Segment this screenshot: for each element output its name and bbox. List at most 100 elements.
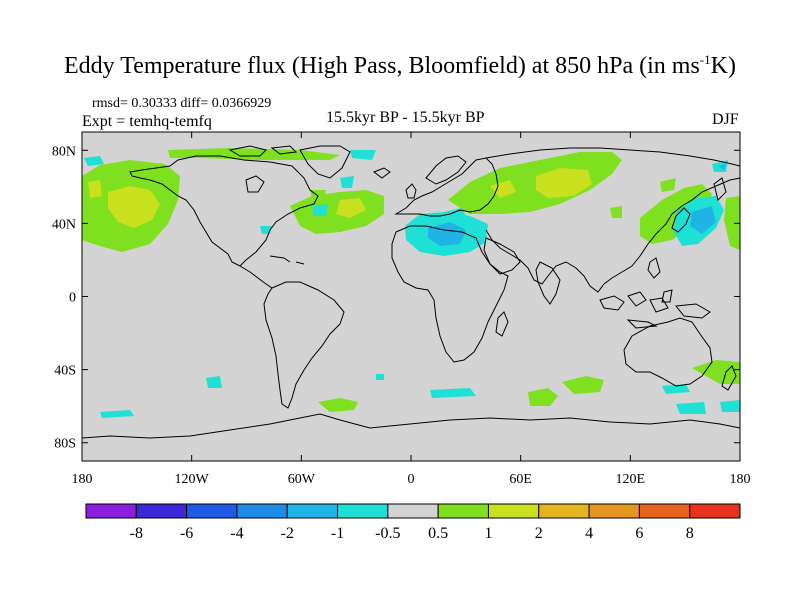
coastline-central-america xyxy=(239,265,273,289)
anomaly-patch xyxy=(448,152,622,214)
lat-tick-label: 80S xyxy=(54,437,76,452)
anomaly-patch xyxy=(108,186,160,228)
coastline-scandinavia xyxy=(425,155,467,185)
map-title: Eddy Temperature flux (High Pass, Bloomf… xyxy=(0,52,800,80)
coastline-arctic-islands xyxy=(228,145,298,157)
anomaly-field xyxy=(82,148,740,418)
longitude-axis: 180 120W 60W 0 60E 120E 180 xyxy=(72,132,751,487)
coastline-australia xyxy=(623,317,713,387)
title-superscript: -1 xyxy=(699,52,711,67)
anomaly-patch xyxy=(430,388,476,398)
lon-tick-label: 0 xyxy=(408,472,415,487)
anomaly-patch xyxy=(660,178,676,192)
latitude-axis: 80N 40N 0 40S 80S xyxy=(52,144,740,452)
anomaly-patch xyxy=(168,148,340,160)
colorbar-swatch xyxy=(286,503,339,519)
coastline-uk xyxy=(405,183,417,199)
map-plot-area xyxy=(82,132,740,461)
colorbar: -8 -6 -4 -2 -1 -0.5 0.5 1 2 4 6 8 xyxy=(85,503,741,542)
anomaly-patch xyxy=(336,198,366,218)
coastline-south-america xyxy=(263,281,345,409)
lat-tick-label: 40S xyxy=(54,364,76,379)
coastline-india xyxy=(535,261,561,305)
lon-tick-label: 120W xyxy=(175,472,210,487)
anomaly-patch xyxy=(562,376,604,394)
title-text: Eddy Temperature flux (High Pass, Bloomf… xyxy=(64,53,700,79)
colorbar-swatch xyxy=(85,503,137,519)
colorbar-label: -2 xyxy=(281,525,294,542)
anomaly-patch xyxy=(206,376,222,388)
colorbar-label: 1 xyxy=(484,525,492,542)
coastline-greenland xyxy=(299,145,351,179)
colorbar-swatch xyxy=(387,503,439,519)
stats-line: rmsd= 0.30333 diff= 0.0366929 xyxy=(92,96,272,111)
coastline-asia xyxy=(485,147,740,293)
anomaly-patch xyxy=(718,164,726,170)
anomaly-patch xyxy=(690,206,716,234)
colorbar-label: -8 xyxy=(130,525,143,542)
coastline-kamchatka xyxy=(713,177,727,201)
lat-tick-label: 80N xyxy=(52,144,76,159)
anomaly-patch xyxy=(720,400,740,412)
lon-tick-label: 120E xyxy=(616,472,646,487)
anomaly-patch xyxy=(662,384,690,394)
colorbar-swatch xyxy=(638,503,691,519)
colorbar-swatch xyxy=(135,503,188,519)
anomaly-patch xyxy=(428,222,466,246)
anomaly-patch xyxy=(490,180,516,198)
coastline-se-asia-islands xyxy=(599,289,673,329)
center-subtitle: 15.5kyr BP - 15.5kyr BP xyxy=(326,109,485,126)
anomaly-patch xyxy=(84,156,104,166)
coastline-new-guinea xyxy=(675,303,711,319)
anomaly-patch xyxy=(528,388,558,406)
colorbar-label: 6 xyxy=(635,525,643,542)
coastline-madagascar xyxy=(495,311,509,337)
coastline-japan xyxy=(671,207,691,233)
coastline-arabia xyxy=(483,237,521,275)
coastline-africa xyxy=(391,225,509,363)
colorbar-label: -0.5 xyxy=(375,525,400,542)
colorbar-swatch xyxy=(236,503,288,519)
coastline-iceland xyxy=(372,167,391,179)
coastline-antarctica xyxy=(82,413,740,439)
lon-tick-label: 180 xyxy=(72,472,93,487)
anomaly-patch xyxy=(318,398,358,412)
anomaly-patch xyxy=(376,374,384,380)
anomaly-patch xyxy=(724,196,740,250)
anomaly-patch xyxy=(340,176,354,188)
experiment-label: Expt = temhq-temfq xyxy=(82,113,212,130)
coastline-new-zealand xyxy=(721,365,737,391)
colorbar-swatch xyxy=(437,503,489,519)
season-label: DJF xyxy=(712,111,739,128)
colorbar-swatch xyxy=(487,503,540,519)
coastline-philippines xyxy=(647,257,661,279)
anomaly-patch xyxy=(350,150,376,160)
lat-tick-label: 40N xyxy=(52,217,76,232)
lon-tick-label: 60E xyxy=(509,472,532,487)
anomaly-patch xyxy=(610,206,622,218)
colorbar-label: 8 xyxy=(686,525,694,542)
lat-tick-label: 0 xyxy=(69,291,76,306)
anomaly-patch xyxy=(310,190,326,198)
colorbar-label: -1 xyxy=(331,525,344,542)
coastline-europe xyxy=(394,157,499,217)
anomaly-patch xyxy=(88,180,102,198)
colorbar-swatch xyxy=(588,503,640,519)
anomaly-patch xyxy=(312,204,328,216)
colorbar-label: -4 xyxy=(230,525,243,542)
colorbar-swatch xyxy=(538,503,590,519)
coastline-hudson-bay xyxy=(245,175,265,193)
colorbar-swatch xyxy=(337,503,389,519)
lon-tick-label: 60W xyxy=(288,472,316,487)
anomaly-patch xyxy=(536,168,592,198)
anomaly-patch xyxy=(692,360,740,384)
anomaly-patch xyxy=(676,402,706,414)
colorbar-swatch xyxy=(689,503,741,519)
colorbar-label: 0.5 xyxy=(428,525,448,542)
coastline-caribbean xyxy=(269,255,305,265)
anomaly-patch xyxy=(100,410,134,418)
colorbar-label: -6 xyxy=(180,525,193,542)
lon-tick-label: 180 xyxy=(730,472,751,487)
colorbar-label: 4 xyxy=(585,525,593,542)
